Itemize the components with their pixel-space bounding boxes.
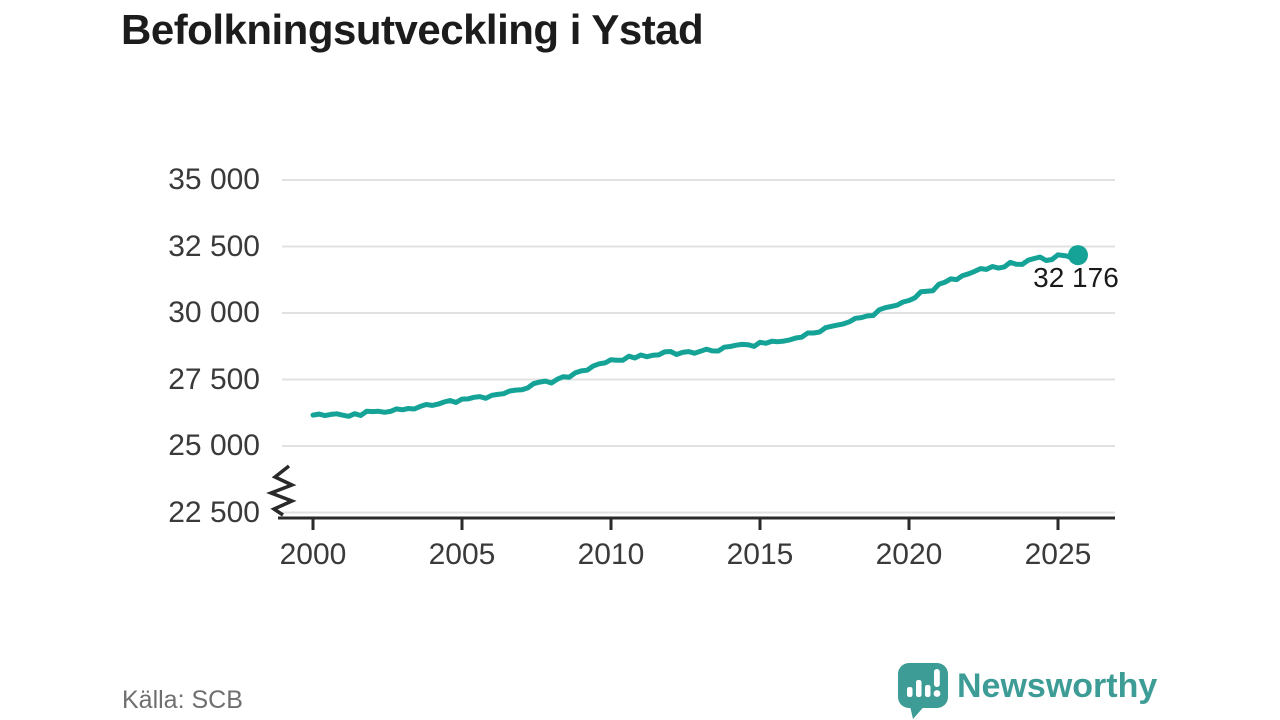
latest-value-dot: [1067, 245, 1088, 266]
y-axis-break-icon: [266, 464, 297, 517]
x-axis-tick-label: 2005: [428, 538, 496, 571]
x-axis-tick-label: 2020: [875, 538, 943, 571]
x-axis-tick-label: 2015: [726, 538, 794, 571]
x-axis: [278, 516, 1115, 530]
latest-value-label: 32 176: [1033, 262, 1119, 294]
population-trend-line: [310, 252, 1081, 419]
newsworthy-wordmark: Newsworthy: [957, 667, 1158, 705]
x-axis-tick-label: 2000: [279, 538, 347, 571]
y-axis-tick-label: 22 500: [168, 495, 260, 529]
y-axis-tick-label: 32 500: [168, 229, 260, 263]
y-axis-tick-label: 30 000: [168, 296, 260, 329]
x-axis-tick-label: 2010: [577, 538, 645, 571]
y-axis-tick-label: 35 000: [168, 163, 260, 196]
newsworthy-bar-chart-bubble-icon: [898, 663, 948, 719]
x-axis-tick-label: 2025: [1024, 538, 1092, 571]
gridlines: [282, 179, 1115, 514]
y-axis-tick-label: 27 500: [168, 362, 260, 396]
y-axis-tick-label: 25 000: [168, 429, 260, 462]
source-note: Källa: SCB: [122, 686, 243, 714]
chart-title: Befolkningsutveckling i Ystad: [121, 6, 704, 53]
